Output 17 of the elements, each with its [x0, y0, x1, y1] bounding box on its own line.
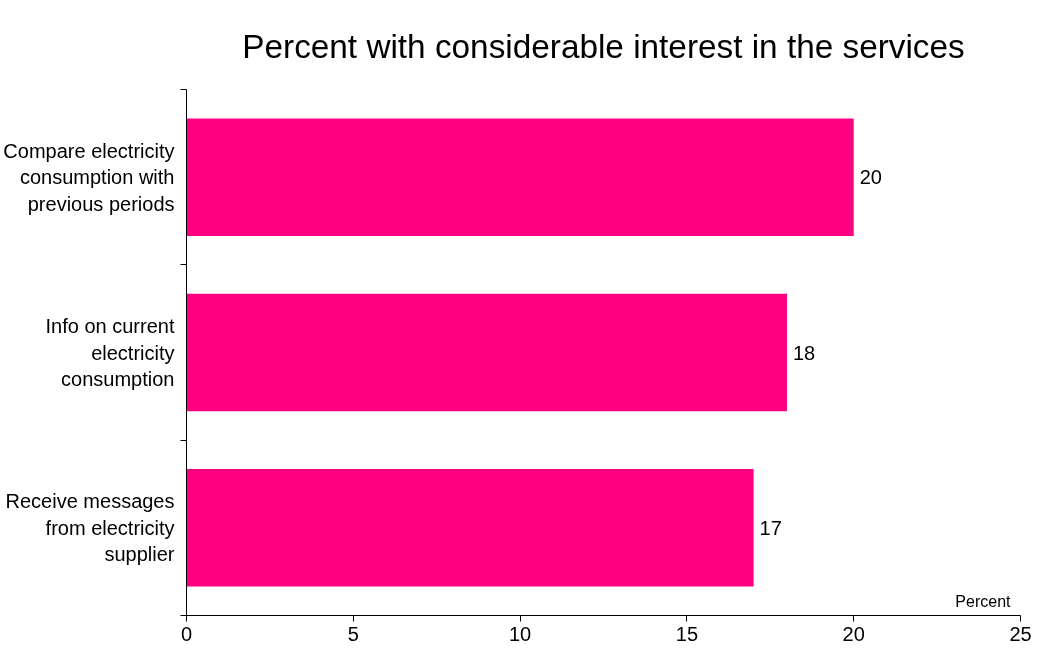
bar — [186, 469, 754, 587]
x-tick-label: 15 — [675, 622, 699, 645]
chart-title: Percent with considerable interest in the services — [242, 27, 965, 65]
y-tick-label: Info on current electricity consumption — [45, 315, 175, 390]
x-tick-label: 25 — [1009, 622, 1032, 645]
data-label: 17 — [759, 516, 782, 539]
x-tick-label: 10 — [508, 622, 532, 645]
bar — [186, 293, 787, 412]
y-tick-label: Compare electricity consumption with previous periods — [3, 139, 175, 215]
x-tick-label: 5 — [347, 622, 359, 645]
data-label: 20 — [859, 166, 882, 189]
x-axis-title: Percent — [955, 592, 1012, 610]
bar — [186, 118, 854, 236]
data-label: 18 — [792, 341, 816, 364]
x-tick-label: 0 — [180, 622, 193, 645]
y-tick-label: Receive messages from electricity supplier — [5, 490, 175, 566]
x-tick-label: 20 — [842, 622, 865, 645]
